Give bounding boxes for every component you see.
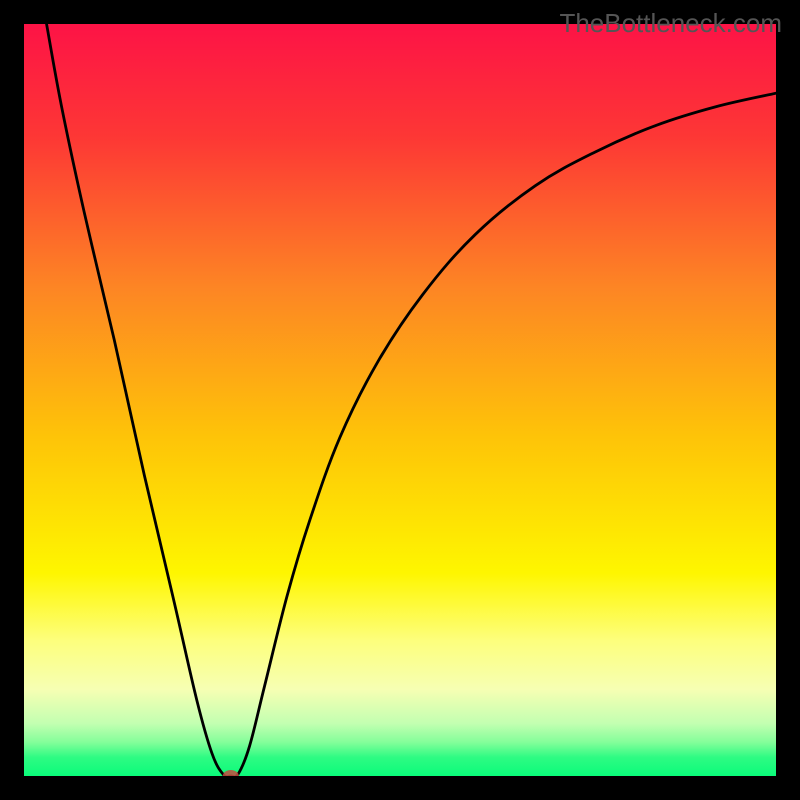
watermark-text: TheBottleneck.com (559, 8, 782, 39)
curve-svg (24, 24, 776, 776)
bottleneck-gradient-plot (24, 24, 776, 776)
gradient-rect (24, 24, 776, 776)
